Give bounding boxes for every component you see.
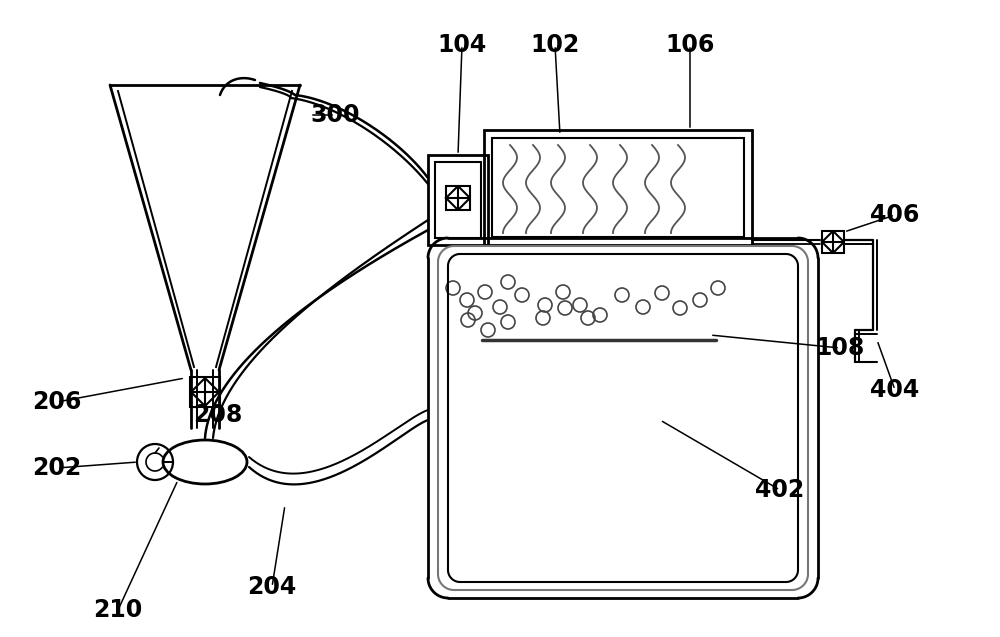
Text: 210: 210 [93,598,143,622]
Text: 202: 202 [32,456,82,480]
Text: 402: 402 [755,478,805,502]
Text: 204: 204 [247,575,297,599]
Text: 208: 208 [193,403,243,427]
Bar [435,162,481,238]
Text: 406: 406 [870,203,920,227]
Text: 404: 404 [870,378,920,402]
Text: 300: 300 [310,103,360,127]
Text: 102: 102 [530,33,580,57]
Bar [492,138,744,237]
Text: 206: 206 [32,390,82,414]
Bar [446,186,470,210]
Text: 106: 106 [665,33,715,57]
Bar [484,130,752,245]
Text: 104: 104 [437,33,487,57]
Bar [190,377,220,407]
Text: 108: 108 [815,336,865,360]
Bar [822,231,844,253]
Bar [428,155,488,245]
